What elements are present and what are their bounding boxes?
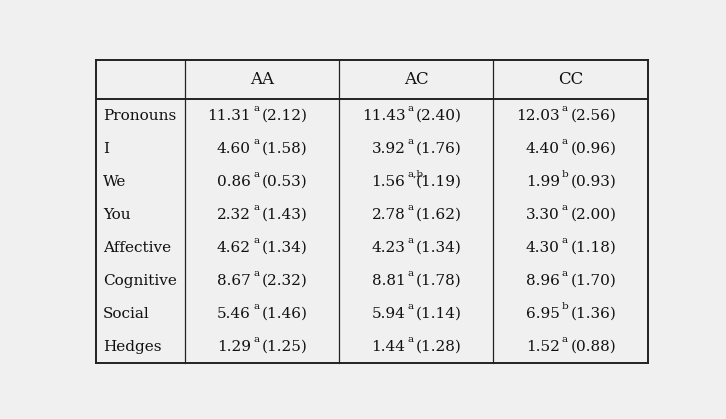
- Text: 4.30: 4.30: [526, 241, 560, 255]
- Text: 11.31: 11.31: [208, 109, 251, 123]
- Text: 4.60: 4.60: [217, 142, 251, 156]
- Text: You: You: [103, 208, 131, 222]
- Text: a: a: [253, 203, 259, 212]
- Text: a: a: [562, 137, 568, 146]
- Text: a: a: [407, 269, 414, 278]
- Text: (2.40): (2.40): [416, 109, 462, 123]
- Text: (1.18): (1.18): [571, 241, 616, 255]
- Text: (1.14): (1.14): [416, 307, 462, 321]
- Text: (2.00): (2.00): [571, 208, 616, 222]
- Text: (1.34): (1.34): [416, 241, 462, 255]
- Text: 2.32: 2.32: [217, 208, 251, 222]
- Text: (0.88): (0.88): [571, 340, 616, 354]
- Text: a: a: [253, 269, 259, 278]
- Text: a: a: [253, 104, 259, 113]
- Text: Affective: Affective: [103, 241, 171, 255]
- Text: I: I: [103, 142, 109, 156]
- Text: a: a: [407, 104, 414, 113]
- Text: a: a: [407, 302, 414, 311]
- Text: 5.46: 5.46: [217, 307, 251, 321]
- Text: 1.56: 1.56: [372, 175, 405, 189]
- Text: a: a: [253, 137, 259, 146]
- Text: (1.62): (1.62): [416, 208, 462, 222]
- Text: a: a: [562, 269, 568, 278]
- Text: 8.96: 8.96: [526, 274, 560, 288]
- Text: a: a: [562, 104, 568, 113]
- Text: b: b: [562, 302, 568, 311]
- Text: (0.53): (0.53): [262, 175, 308, 189]
- Text: Hedges: Hedges: [103, 340, 161, 354]
- Text: (1.46): (1.46): [262, 307, 308, 321]
- Text: (1.19): (1.19): [416, 175, 462, 189]
- Text: 8.67: 8.67: [217, 274, 251, 288]
- Text: 8.81: 8.81: [372, 274, 405, 288]
- Text: a: a: [407, 335, 414, 344]
- Text: a: a: [562, 203, 568, 212]
- Text: 3.92: 3.92: [372, 142, 405, 156]
- Text: Cognitive: Cognitive: [103, 274, 177, 288]
- Text: a: a: [562, 236, 568, 245]
- Text: a: a: [253, 302, 259, 311]
- Text: a,b: a,b: [407, 170, 423, 179]
- Text: a: a: [253, 335, 259, 344]
- Text: 4.40: 4.40: [526, 142, 560, 156]
- Text: 3.30: 3.30: [526, 208, 560, 222]
- Text: 1.52: 1.52: [526, 340, 560, 354]
- Text: a: a: [562, 335, 568, 344]
- Text: (1.34): (1.34): [262, 241, 308, 255]
- Text: (0.96): (0.96): [571, 142, 616, 156]
- Text: (2.32): (2.32): [262, 274, 308, 288]
- Text: (1.25): (1.25): [262, 340, 308, 354]
- Text: (1.76): (1.76): [416, 142, 462, 156]
- Text: a: a: [407, 236, 414, 245]
- Text: 4.23: 4.23: [372, 241, 405, 255]
- Text: (1.28): (1.28): [416, 340, 462, 354]
- Text: b: b: [562, 170, 568, 179]
- Text: (1.70): (1.70): [571, 274, 616, 288]
- Text: We: We: [103, 175, 126, 189]
- Text: 12.03: 12.03: [516, 109, 560, 123]
- Text: a: a: [253, 236, 259, 245]
- Text: 11.43: 11.43: [362, 109, 405, 123]
- Text: (2.56): (2.56): [571, 109, 616, 123]
- Text: 4.62: 4.62: [217, 241, 251, 255]
- Text: (2.12): (2.12): [262, 109, 308, 123]
- Text: 5.94: 5.94: [372, 307, 405, 321]
- Text: 0.86: 0.86: [217, 175, 251, 189]
- Text: 2.78: 2.78: [372, 208, 405, 222]
- Text: 1.44: 1.44: [372, 340, 405, 354]
- Text: Social: Social: [103, 307, 150, 321]
- Text: (1.58): (1.58): [262, 142, 308, 156]
- Text: (0.93): (0.93): [571, 175, 616, 189]
- Text: a: a: [407, 137, 414, 146]
- Text: a: a: [407, 203, 414, 212]
- Text: AA: AA: [250, 71, 274, 88]
- Text: 1.29: 1.29: [217, 340, 251, 354]
- Text: (1.78): (1.78): [416, 274, 462, 288]
- Text: CC: CC: [558, 71, 583, 88]
- Text: 1.99: 1.99: [526, 175, 560, 189]
- Text: (1.36): (1.36): [571, 307, 616, 321]
- Text: 6.95: 6.95: [526, 307, 560, 321]
- Text: (1.43): (1.43): [262, 208, 308, 222]
- Text: Pronouns: Pronouns: [103, 109, 176, 123]
- Text: AC: AC: [404, 71, 428, 88]
- Text: a: a: [253, 170, 259, 179]
